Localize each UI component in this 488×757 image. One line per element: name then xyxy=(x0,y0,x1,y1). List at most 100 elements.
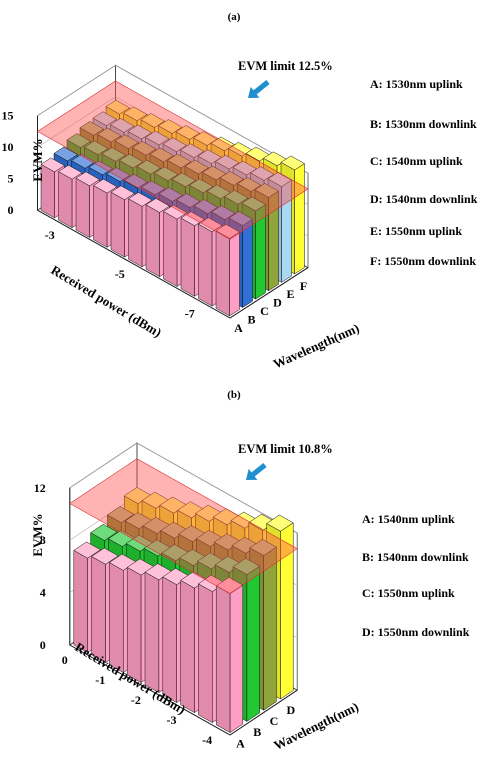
z-tick-label: 12 xyxy=(34,481,46,495)
bar-top xyxy=(145,198,170,213)
bar-top xyxy=(162,137,187,152)
legend-entry: E: 1550nm uplink xyxy=(370,224,462,238)
bar-front xyxy=(263,546,277,711)
y-tick-label: D xyxy=(286,703,295,717)
bar-top xyxy=(53,146,78,162)
bar-side xyxy=(180,217,195,297)
bar-side xyxy=(128,198,143,268)
z-tick-label: 10 xyxy=(2,140,14,154)
bar-front xyxy=(229,231,240,317)
bar-top xyxy=(193,199,218,214)
bar-front xyxy=(229,584,244,734)
bar-top xyxy=(145,130,170,146)
z-tick-label: 0 xyxy=(40,638,46,652)
bar-side xyxy=(162,576,177,704)
x-axis-line xyxy=(37,209,231,319)
bar-top xyxy=(114,134,139,149)
bar xyxy=(215,577,244,734)
bar-side xyxy=(198,223,213,307)
legend-entry: F: 1550nm downlink xyxy=(370,254,476,268)
bar-top xyxy=(175,125,200,140)
bar-top xyxy=(149,147,174,163)
bar-top xyxy=(79,121,104,136)
y-axis-line xyxy=(229,689,298,736)
bar-top xyxy=(198,217,223,233)
bar-side xyxy=(58,171,73,229)
bar-side xyxy=(180,579,195,714)
bar-top xyxy=(110,185,135,201)
threshold-annotation: EVM limit 12.5% xyxy=(238,59,333,73)
grid-line-z xyxy=(37,64,309,174)
bar-top xyxy=(105,99,130,115)
legend-entry: D: 1550nm downlink xyxy=(362,625,470,639)
bar-top xyxy=(176,193,201,208)
bar-top xyxy=(75,171,100,187)
legend-entry: C: 1550nm uplink xyxy=(362,586,455,600)
z-tick-label: 8 xyxy=(40,533,46,547)
y-axis-title: Wavelength(nm) xyxy=(271,699,361,753)
legend-entry: C: 1540nm uplink xyxy=(370,154,463,168)
bar-side xyxy=(93,185,108,248)
x-tick-label: -3 xyxy=(167,713,177,727)
y-axis-title: Wavelength(nm) xyxy=(271,320,362,371)
bar-side xyxy=(109,562,124,674)
bar-top xyxy=(141,180,166,196)
bar-top xyxy=(167,153,192,169)
grid-line-z xyxy=(69,442,298,534)
bar-top xyxy=(73,541,101,559)
x-tick-label: -4 xyxy=(202,733,212,747)
threshold-annotation: EVM limit 10.8% xyxy=(238,442,333,456)
y-tick-label: C xyxy=(260,304,269,318)
bar-top xyxy=(158,119,183,134)
bar-top xyxy=(136,159,161,175)
z-axis-title: EVM% xyxy=(30,513,45,556)
arrow-icon xyxy=(246,463,267,480)
z-axis-title: EVM% xyxy=(30,138,45,181)
bar-side xyxy=(198,583,213,724)
y-axis-line xyxy=(229,267,309,319)
bar-top xyxy=(237,177,262,192)
bar-top xyxy=(110,118,135,133)
bar-top xyxy=(123,173,148,189)
y-tick-label: F xyxy=(300,279,307,293)
bar-top xyxy=(193,131,218,146)
y-tick-label: E xyxy=(286,287,294,301)
z-tick-label: 4 xyxy=(40,586,46,600)
bar-side xyxy=(126,566,142,684)
z-tick-label: 5 xyxy=(8,172,14,186)
x-tick-label: -2 xyxy=(131,693,141,707)
bar-front xyxy=(294,163,305,275)
bar-top xyxy=(280,155,305,171)
bar-top xyxy=(66,133,91,148)
bar-front xyxy=(242,218,253,308)
bar-top xyxy=(267,172,292,187)
bar-top xyxy=(154,166,179,182)
bar-top xyxy=(106,506,135,523)
bar-top xyxy=(210,136,235,152)
panel-a-label: (a) xyxy=(228,11,241,23)
bar-top xyxy=(84,140,109,156)
bar-top xyxy=(250,166,275,181)
bar-top xyxy=(211,205,236,220)
bar-top xyxy=(140,113,165,128)
bar-top xyxy=(224,189,249,205)
bar-top xyxy=(40,157,65,173)
bar-top xyxy=(254,183,279,198)
legend-entry: D: 1540nm downlink xyxy=(370,192,478,206)
x-axis-line xyxy=(69,644,231,736)
threshold-plane xyxy=(36,80,309,240)
bar-side xyxy=(73,549,88,654)
bar-top xyxy=(90,523,118,541)
bar-side xyxy=(145,204,160,278)
bars xyxy=(40,99,305,317)
bar-top xyxy=(189,178,214,194)
bar-top xyxy=(184,159,209,175)
bars xyxy=(73,487,294,734)
bar-top xyxy=(71,154,96,169)
bar-side xyxy=(110,191,125,258)
x-axis-title: Received power (dBm) xyxy=(48,262,164,340)
bar-side xyxy=(144,571,160,694)
x-tick-label: -5 xyxy=(115,267,125,281)
